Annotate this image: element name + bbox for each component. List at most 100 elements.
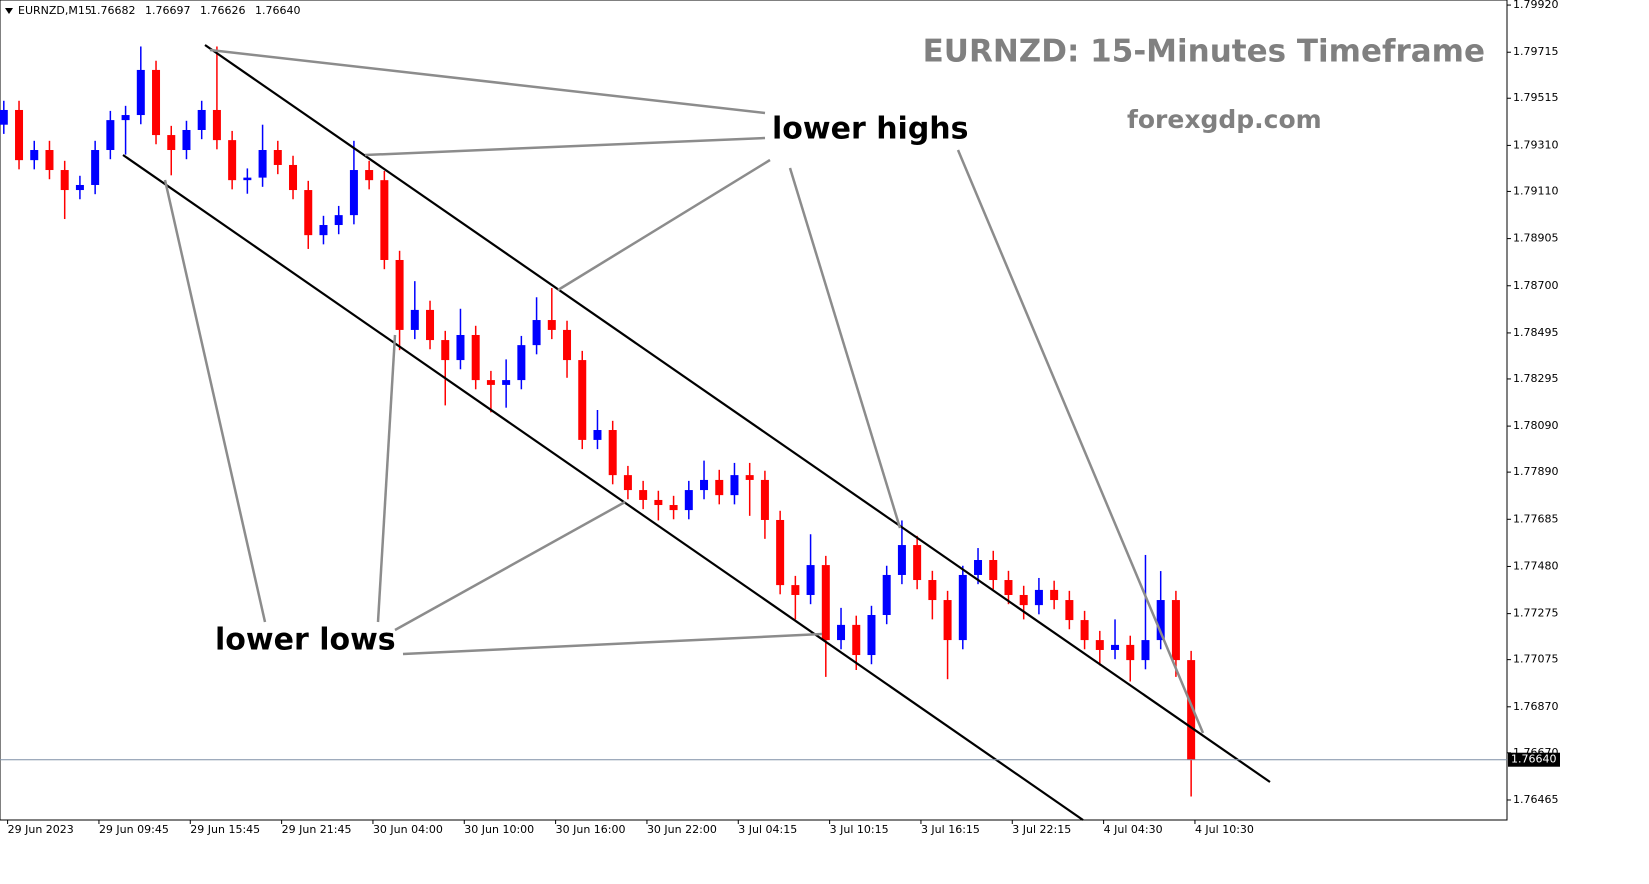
- candle-body: [410, 309, 419, 330]
- candle-body: [882, 574, 891, 615]
- x-tick-label: 3 Jul 16:15: [921, 823, 980, 836]
- x-tick-label: 4 Jul 04:30: [1104, 823, 1163, 836]
- y-tick-label: 1.79515: [1513, 91, 1559, 104]
- candle-body: [319, 225, 328, 236]
- channel-lower: [122, 154, 1084, 821]
- candle-body: [639, 490, 648, 500]
- candle-body: [989, 560, 998, 581]
- pointer-line: [788, 167, 902, 529]
- y-tick-label: 1.78700: [1513, 279, 1559, 292]
- x-tick-label: 3 Jul 22:15: [1012, 823, 1071, 836]
- y-tick-label: 1.77685: [1513, 512, 1559, 525]
- candle-body: [121, 115, 130, 121]
- candle-body: [852, 624, 861, 656]
- candle-body: [136, 69, 145, 116]
- candle-body: [654, 499, 663, 506]
- candle-body: [1034, 589, 1043, 606]
- candle-body: [943, 600, 952, 641]
- candle-body: [380, 180, 389, 260]
- x-tick-label: 3 Jul 10:15: [830, 823, 889, 836]
- candle-body: [745, 475, 754, 480]
- candle-body: [806, 565, 815, 595]
- candle-body: [867, 615, 876, 656]
- candle-body: [1095, 640, 1104, 650]
- candle-body: [532, 320, 541, 346]
- candle-body: [608, 430, 617, 476]
- y-tick-label: 1.79110: [1513, 184, 1559, 197]
- pointer-line: [956, 149, 1205, 734]
- candle-body: [152, 69, 161, 136]
- y-tick-label: 1.79310: [1513, 138, 1559, 151]
- plot-area: [0, 0, 1508, 821]
- candle-body: [441, 340, 450, 361]
- x-tick-label: 4 Jul 10:30: [1195, 823, 1254, 836]
- candle-body: [684, 490, 693, 511]
- y-tick-label: 1.78905: [1513, 232, 1559, 245]
- y-tick-label: 1.79715: [1513, 45, 1559, 58]
- candle-body: [486, 380, 495, 385]
- candle-body: [897, 545, 906, 575]
- ohlc-value: 1.76640: [255, 4, 301, 17]
- candle-body: [471, 334, 480, 381]
- y-tick-label: 1.78090: [1513, 419, 1559, 432]
- x-tick-label: 30 Jun 04:00: [373, 823, 443, 836]
- candle-body: [426, 309, 435, 341]
- ohlc-value: 1.76626: [200, 4, 246, 17]
- menu-arrow[interactable]: [5, 8, 13, 14]
- candle-body: [974, 560, 983, 575]
- candle-body: [1156, 600, 1165, 641]
- pointer-line: [364, 136, 766, 157]
- y-tick-label: 1.77480: [1513, 559, 1559, 572]
- candle-body: [958, 574, 967, 641]
- candle-body: [243, 177, 252, 181]
- pointer-line: [394, 500, 626, 632]
- candle-body: [1111, 644, 1120, 650]
- candle-body: [456, 334, 465, 361]
- candle-body: [1141, 640, 1150, 661]
- candle-body: [715, 479, 724, 496]
- candle-body: [547, 320, 556, 330]
- candle-body: [228, 140, 237, 181]
- current-price-label: 1.76640: [1511, 753, 1557, 766]
- symbol: EURNZD,M15: [18, 4, 92, 17]
- x-tick-label: 3 Jul 04:15: [738, 823, 797, 836]
- candle-body: [258, 150, 267, 178]
- x-tick-label: 29 Jun 21:45: [282, 823, 352, 836]
- candle-body: [563, 329, 572, 361]
- candle-body: [197, 109, 206, 130]
- candle-body: [593, 430, 602, 440]
- annotation: lower lows: [215, 623, 396, 658]
- pointer-line: [209, 48, 766, 115]
- candles: [0, 46, 1196, 797]
- symbol-header: EURNZD,M15 1.76682 1.76697 1.76626 1.76640: [18, 4, 301, 17]
- candle-body: [837, 624, 846, 641]
- x-tick-label: 29 Jun 09:45: [99, 823, 169, 836]
- chart-title: EURNZD: 15-Minutes Timeframe: [923, 34, 1485, 70]
- pointer-line: [402, 632, 823, 656]
- candle-body: [821, 565, 830, 641]
- candle-body: [776, 519, 785, 586]
- pointer-line: [163, 179, 267, 623]
- y-tick-label: 1.77275: [1513, 607, 1559, 620]
- y-tick-label: 1.77890: [1513, 465, 1559, 478]
- x-tick-label: 30 Jun 10:00: [464, 823, 534, 836]
- candle-body: [1126, 644, 1135, 661]
- candle-body: [0, 109, 8, 125]
- candle-body: [1171, 600, 1180, 661]
- ohlc-value: 1.76682: [90, 4, 136, 17]
- candle-body: [1065, 600, 1074, 621]
- candle-body: [212, 109, 221, 141]
- candle-body: [106, 120, 115, 151]
- candle-body: [669, 505, 678, 511]
- candle-body: [1004, 580, 1013, 595]
- candle-body: [760, 479, 769, 520]
- candle-body: [1080, 620, 1089, 641]
- candle-body: [45, 150, 54, 171]
- candle-body: [1050, 589, 1059, 601]
- candle-body: [334, 215, 343, 226]
- candle-body: [578, 360, 587, 440]
- y-tick-label: 1.76870: [1513, 700, 1559, 713]
- candle-body: [1187, 660, 1196, 760]
- price-label-box: [1508, 752, 1560, 767]
- candle-body: [349, 170, 358, 216]
